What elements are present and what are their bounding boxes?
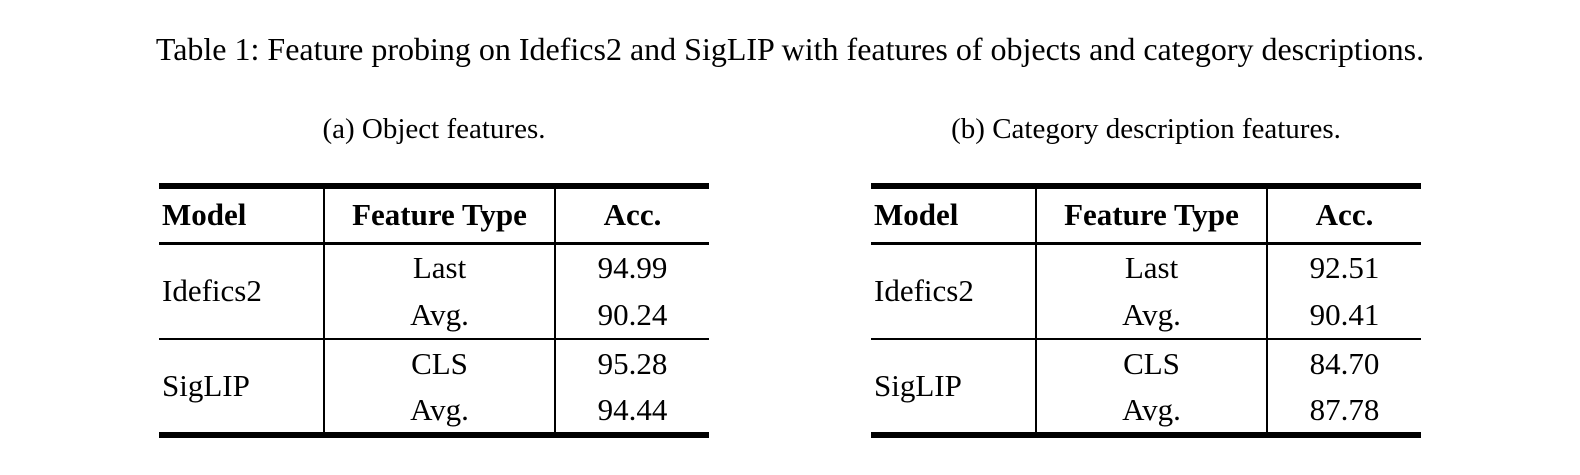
column-header-model: Model <box>159 186 324 245</box>
feature-type-cell: Avg. <box>1035 291 1267 340</box>
table-row: Avg. 90.24 <box>159 291 709 340</box>
subfigure-object-features: (a) Object features. Model Feature Type … <box>159 112 709 439</box>
table-row: Avg. 90.41 <box>871 291 1421 340</box>
acc-cell: 94.99 <box>554 243 709 292</box>
feature-type-cell: Avg. <box>323 387 555 436</box>
table-row: Idefics2 Last 94.99 <box>159 243 709 308</box>
table-caption: Table 1: Feature probing on Idefics2 and… <box>155 31 1425 67</box>
acc-cell: 95.28 <box>554 338 709 388</box>
object-features-table: Model Feature Type Acc. Idefics2 Last 94… <box>159 183 709 439</box>
model-cell: SigLIP <box>871 338 1036 436</box>
category-description-features-table: Model Feature Type Acc. Idefics2 Last 92… <box>871 183 1421 439</box>
table-row: SigLIP CLS 95.28 <box>159 338 709 436</box>
column-header-feature-type: Feature Type <box>323 186 555 245</box>
acc-cell: 92.51 <box>1266 243 1421 292</box>
feature-type-cell: CLS <box>323 338 555 388</box>
feature-type-cell: Avg. <box>1035 387 1267 436</box>
table-header-row: Model Feature Type Acc. <box>159 186 709 245</box>
model-cell: SigLIP <box>159 338 324 436</box>
acc-cell: 94.44 <box>554 387 709 436</box>
table-row: Idefics2 Last 92.51 <box>871 243 1421 308</box>
feature-type-cell: Last <box>1035 243 1267 292</box>
acc-cell: 90.41 <box>1266 291 1421 340</box>
table-row: SigLIP CLS 84.70 <box>871 338 1421 436</box>
acc-cell: 90.24 <box>554 291 709 340</box>
subfigure-category-description-features: (b) Category description features. Model… <box>871 112 1421 439</box>
subcaption-b: (b) Category description features. <box>951 113 1341 146</box>
table-header-row: Model Feature Type Acc. <box>871 186 1421 245</box>
column-header-feature-type: Feature Type <box>1035 186 1267 245</box>
table-row: Avg. 94.44 <box>159 387 709 436</box>
feature-type-cell: Avg. <box>323 291 555 340</box>
table-row: Avg. 87.78 <box>871 387 1421 436</box>
column-header-acc: Acc. <box>1266 186 1421 245</box>
column-header-acc: Acc. <box>554 186 709 245</box>
model-cell: Idefics2 <box>162 273 262 309</box>
subfigures-row: (a) Object features. Model Feature Type … <box>0 112 1580 439</box>
feature-type-cell: CLS <box>1035 338 1267 388</box>
column-header-model: Model <box>871 186 1036 245</box>
acc-cell: 84.70 <box>1266 338 1421 388</box>
feature-type-cell: Last <box>323 243 555 292</box>
model-cell: Idefics2 <box>874 273 974 309</box>
acc-cell: 87.78 <box>1266 387 1421 436</box>
subcaption-a: (a) Object features. <box>322 113 546 146</box>
